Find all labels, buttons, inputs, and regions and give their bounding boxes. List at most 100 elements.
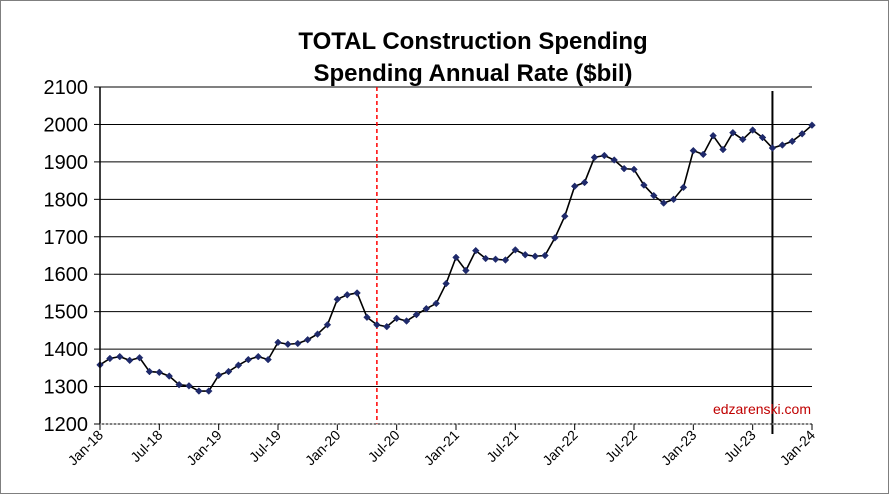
- data-point: [669, 195, 678, 204]
- data-point: [778, 141, 787, 149]
- data-point: [432, 299, 440, 308]
- data-point: [244, 355, 253, 364]
- x-tick-label: Jul-18: [127, 427, 165, 465]
- watermark-text: edzarenski.com: [713, 401, 811, 417]
- data-point: [363, 313, 371, 322]
- y-tick-label: 1900: [44, 152, 89, 174]
- data-point: [689, 146, 698, 155]
- data-point: [452, 253, 460, 262]
- x-tick-label: Jul-20: [365, 427, 403, 465]
- data-point: [659, 199, 668, 207]
- data-point: [511, 246, 520, 254]
- data-point: [145, 367, 154, 376]
- data-point: [798, 130, 806, 138]
- data-point: [412, 310, 421, 319]
- gridlines: [100, 86, 812, 425]
- data-point: [343, 291, 351, 299]
- x-tick-label: Jul-19: [246, 427, 284, 465]
- data-point: [422, 304, 431, 313]
- data-point: [234, 361, 243, 369]
- data-point: [531, 252, 539, 261]
- data-point: [808, 121, 816, 129]
- y-tick-label: 1300: [44, 377, 89, 399]
- data-point: [699, 150, 707, 159]
- x-tick-label: Jan-19: [183, 427, 225, 469]
- x-tick-label: Jul-21: [483, 427, 521, 465]
- data-point: [333, 295, 342, 304]
- data-point: [402, 317, 411, 325]
- data-point: [709, 131, 717, 140]
- y-tick-label: 1800: [44, 189, 89, 211]
- x-tick-label: Jan-21: [421, 427, 463, 469]
- data-point: [541, 251, 549, 260]
- data-point: [472, 246, 480, 255]
- data-point: [679, 183, 688, 192]
- data-point: [116, 352, 124, 361]
- data-point: [373, 321, 381, 329]
- data-point: [195, 387, 203, 395]
- data-point: [610, 156, 618, 164]
- data-point: [521, 250, 529, 259]
- x-tick-label: Jul-23: [721, 427, 759, 465]
- y-tick-label: 1600: [44, 264, 89, 286]
- data-point: [185, 382, 193, 390]
- data-point: [214, 371, 223, 380]
- y-tick-label: 2000: [44, 114, 89, 136]
- data-point: [561, 212, 569, 220]
- data-point: [768, 144, 777, 152]
- y-tick-label: 1400: [44, 339, 89, 361]
- data-point: [600, 151, 609, 160]
- data-point: [175, 380, 183, 389]
- data-point: [748, 126, 757, 134]
- data-point: [491, 255, 500, 263]
- data-point: [383, 322, 391, 331]
- data-point: [570, 182, 579, 190]
- x-axis-ticks: Jan-18 Jul-18 Jan-19 Jul-19 Jan-20 Jul-20 Jan-…: [65, 424, 818, 469]
- data-point: [313, 330, 322, 338]
- data-point: [620, 164, 628, 173]
- data-point: [788, 137, 796, 146]
- y-tick-label: 1700: [44, 227, 89, 249]
- y-tick-label: 2100: [44, 77, 89, 99]
- chart-title: TOTAL Construction Spending: [298, 28, 647, 55]
- x-tick-label: Jan-22: [539, 427, 581, 469]
- data-point: [125, 356, 134, 365]
- data-point: [224, 367, 233, 376]
- data-point: [392, 314, 401, 323]
- data-point: [294, 339, 302, 348]
- data-point: [630, 165, 638, 174]
- data-point: [284, 340, 292, 348]
- x-tick-label: Jan-20: [302, 427, 344, 469]
- y-tick-label: 1500: [44, 302, 89, 324]
- axes: [99, 87, 812, 425]
- data-point: [274, 338, 282, 347]
- data-point: [264, 355, 272, 364]
- data-point: [353, 289, 361, 297]
- series-group: [96, 121, 816, 395]
- data-point: [106, 354, 114, 363]
- data-point: [501, 256, 510, 264]
- y-axis-ticks: 1200 1300 1400 1500 1600 1700 1800 1900 2000 2100: [44, 77, 100, 436]
- data-point: [165, 372, 173, 380]
- data-point: [739, 135, 747, 144]
- data-point: [729, 128, 737, 137]
- data-point: [323, 321, 332, 329]
- data-point: [303, 335, 312, 344]
- data-point: [590, 153, 599, 162]
- data-point: [462, 266, 470, 275]
- data-point: [254, 352, 262, 361]
- data-point: [650, 191, 658, 200]
- data-point: [580, 178, 589, 187]
- data-point: [155, 368, 164, 377]
- x-tick-label: Jul-22: [602, 427, 640, 465]
- data-point: [481, 254, 490, 263]
- data-point: [205, 387, 213, 395]
- chart-subtitle: Spending Annual Rate ($bil): [313, 60, 632, 87]
- x-tick-label: Jan-23: [658, 427, 700, 469]
- data-point: [135, 353, 144, 362]
- data-point: [719, 145, 727, 154]
- data-point: [640, 181, 648, 189]
- data-point: [758, 133, 767, 142]
